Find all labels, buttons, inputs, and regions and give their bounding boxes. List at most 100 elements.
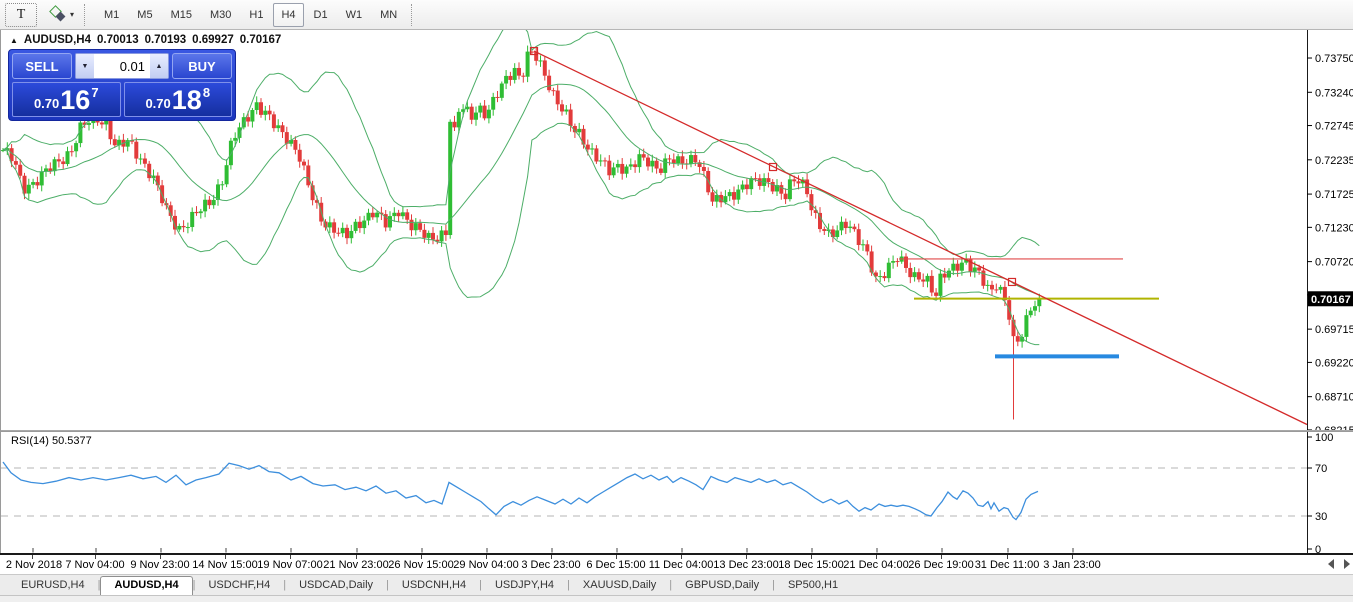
- time-axis-tick: [32, 555, 33, 559]
- time-axis-label: 21 Dec 04:00: [843, 559, 909, 571]
- rsi-line: [2, 461, 1039, 521]
- tab-separator: |: [669, 578, 673, 591]
- time-axis-tick: [551, 555, 552, 559]
- drawing-tools-icon[interactable]: ▾: [47, 4, 78, 26]
- time-axis-tick: [616, 555, 617, 559]
- buy-price-pipette: 8: [202, 85, 211, 100]
- time-axis-label: 7 Nov 04:00: [65, 559, 125, 571]
- timeframe-button-m1[interactable]: M1: [104, 8, 120, 21]
- chart-tab-xauusd-daily[interactable]: XAUUSD,Daily: [582, 579, 657, 591]
- trendline-handle[interactable]: [768, 162, 778, 172]
- time-axis-label: 29 Nov 04:00: [453, 559, 519, 571]
- volume-increase-button[interactable]: ▲: [150, 54, 168, 78]
- sell-price-pips: 16: [60, 84, 91, 115]
- ohlc-low: 0.69927: [192, 34, 234, 46]
- time-axis[interactable]: 2 Nov 2018 7 Nov 04:00 9 Nov 23:00 14 Nov 1…: [0, 553, 1353, 576]
- sell-price-pipette: 7: [91, 85, 99, 100]
- time-axis-label: 3 Jan 23:00: [1043, 559, 1101, 571]
- timeframe-button-h4[interactable]: H4: [273, 2, 304, 27]
- chart-tab-usdjpy-h4[interactable]: USDJPY,H4: [494, 579, 555, 591]
- sell-price-button[interactable]: 0.70 16 7: [12, 82, 121, 117]
- time-axis-label: 18 Dec 15:00: [778, 559, 844, 571]
- chart-tab-eurusd-h4[interactable]: EURUSD,H4: [21, 579, 85, 591]
- trendline-handle[interactable]: [529, 46, 539, 56]
- toolbar-separator: [411, 3, 417, 26]
- toolbar-separator: [84, 3, 90, 26]
- rsi-indicator-label: RSI(14) 50.5377: [11, 435, 92, 447]
- time-axis-tick: [1007, 555, 1008, 559]
- chart-tab-audusd-h4[interactable]: AUDUSD,H4: [100, 576, 193, 595]
- current-price-tag: [1308, 291, 1353, 307]
- chart-tab-gbpusd-daily[interactable]: GBPUSD,Daily: [685, 579, 760, 591]
- text-tool-icon[interactable]: T: [5, 2, 37, 27]
- rsi-axis-label: 0: [1315, 544, 1321, 553]
- price-axis-label: 0.73240: [1315, 87, 1353, 99]
- time-axis-tick: [486, 555, 487, 559]
- timeframe-button-m5[interactable]: M5: [137, 8, 153, 21]
- time-axis-label: 26 Dec 19:00: [908, 559, 974, 571]
- scroll-right-icon[interactable]: [1344, 559, 1350, 569]
- chart-tab-bar: EURUSD,H4 | AUDUSD,H4 | USDCHF,H4 | USDCAD,Dai…: [0, 574, 1353, 595]
- chart-tab-usdcad-daily[interactable]: USDCAD,Daily: [299, 579, 374, 591]
- tab-separator: |: [192, 578, 196, 591]
- tab-separator: |: [283, 578, 287, 591]
- timeframe-button-d1[interactable]: D1: [313, 8, 328, 21]
- time-axis-label: 13 Dec 23:00: [713, 559, 779, 571]
- time-axis-label: 2 Nov 2018: [5, 559, 63, 571]
- tab-separator: |: [386, 578, 389, 591]
- trendline-handle[interactable]: [1007, 277, 1017, 287]
- tab-separator: |: [567, 578, 570, 591]
- chart-tab-sp500-h1[interactable]: SP500,H1: [787, 579, 839, 591]
- buy-price-button[interactable]: 0.70 18 8: [123, 82, 232, 117]
- collapse-triangle-icon[interactable]: ▲: [10, 35, 18, 45]
- rsi-pane[interactable]: 100 70 30 0 RSI(14) 50.5377: [1, 431, 1353, 553]
- sell-button[interactable]: SELL: [12, 53, 72, 79]
- scroll-left-icon[interactable]: [1328, 559, 1334, 569]
- diamond-solid-icon: [55, 11, 66, 22]
- timeframe-button-m15[interactable]: M15: [170, 8, 192, 21]
- tab-separator: |: [97, 578, 101, 591]
- chart-tab-usdchf-h4[interactable]: USDCHF,H4: [208, 579, 271, 591]
- price-axis-label: 0.72745: [1315, 121, 1353, 133]
- price-axis-label: 0.71725: [1315, 189, 1353, 201]
- rsi-axis-label: 70: [1315, 463, 1327, 475]
- timeframe-button-w1[interactable]: W1: [345, 8, 363, 21]
- time-axis-tick: [681, 555, 682, 559]
- price-axis-label: 0.73750: [1315, 53, 1353, 65]
- time-axis-label: 9 Nov 23:00: [130, 559, 190, 571]
- tab-separator: |: [479, 578, 482, 591]
- time-axis-tick: [746, 555, 747, 559]
- timeframe-button-h1[interactable]: H1: [249, 8, 264, 21]
- timeframe-button-mn[interactable]: MN: [380, 8, 398, 21]
- time-axis-label: 14 Nov 15:00: [192, 559, 258, 571]
- chevron-down-icon: ▾: [70, 10, 75, 19]
- price-axis-label: 0.68215: [1315, 425, 1353, 431]
- ohlc-open: 0.70013: [97, 34, 139, 46]
- time-axis-tick: [941, 555, 942, 559]
- time-axis-label: 11 Dec 04:00: [648, 559, 714, 571]
- time-axis-tick: [160, 555, 161, 559]
- time-axis-tick: [811, 555, 812, 559]
- rsi-axis-label: 100: [1315, 432, 1333, 444]
- price-axis: 0.73750 0.73240 0.72745 0.72235 0.71725 0.712…: [1307, 53, 1353, 431]
- ohlc-close: 0.70167: [239, 34, 282, 46]
- time-axis-tick: [1072, 555, 1073, 559]
- time-axis-tick: [876, 555, 877, 559]
- timeframe-button-m30[interactable]: M30: [209, 8, 232, 21]
- volume-box: ▼ ▲: [75, 53, 169, 79]
- buy-button[interactable]: BUY: [172, 53, 232, 79]
- price-axis-label: 0.72235: [1315, 155, 1353, 167]
- price-axis-label: 0.71230: [1315, 222, 1353, 234]
- descending-trendline[interactable]: [533, 50, 1308, 426]
- top-toolbar: T ▾ M1 M5 M15 M30 H1 H4 D1 W1 MN: [0, 0, 1353, 30]
- volume-decrease-button[interactable]: ▼: [76, 54, 94, 78]
- time-axis-label: 31 Dec 11:00: [974, 559, 1040, 571]
- chart-tab-usdcnh-h4[interactable]: USDCNH,H4: [401, 579, 467, 591]
- timeframe-group: M1 M5 M15 M30 H1 H4 D1 W1 MN: [96, 2, 405, 27]
- time-axis-label: 21 Nov 23:00: [323, 559, 389, 571]
- sell-price-bigfigure: 0.70: [33, 96, 60, 111]
- time-axis-tick: [356, 555, 357, 559]
- price-axis-label: 0.68710: [1315, 392, 1353, 404]
- buy-price-pips: 18: [171, 84, 202, 115]
- volume-input[interactable]: [94, 54, 150, 78]
